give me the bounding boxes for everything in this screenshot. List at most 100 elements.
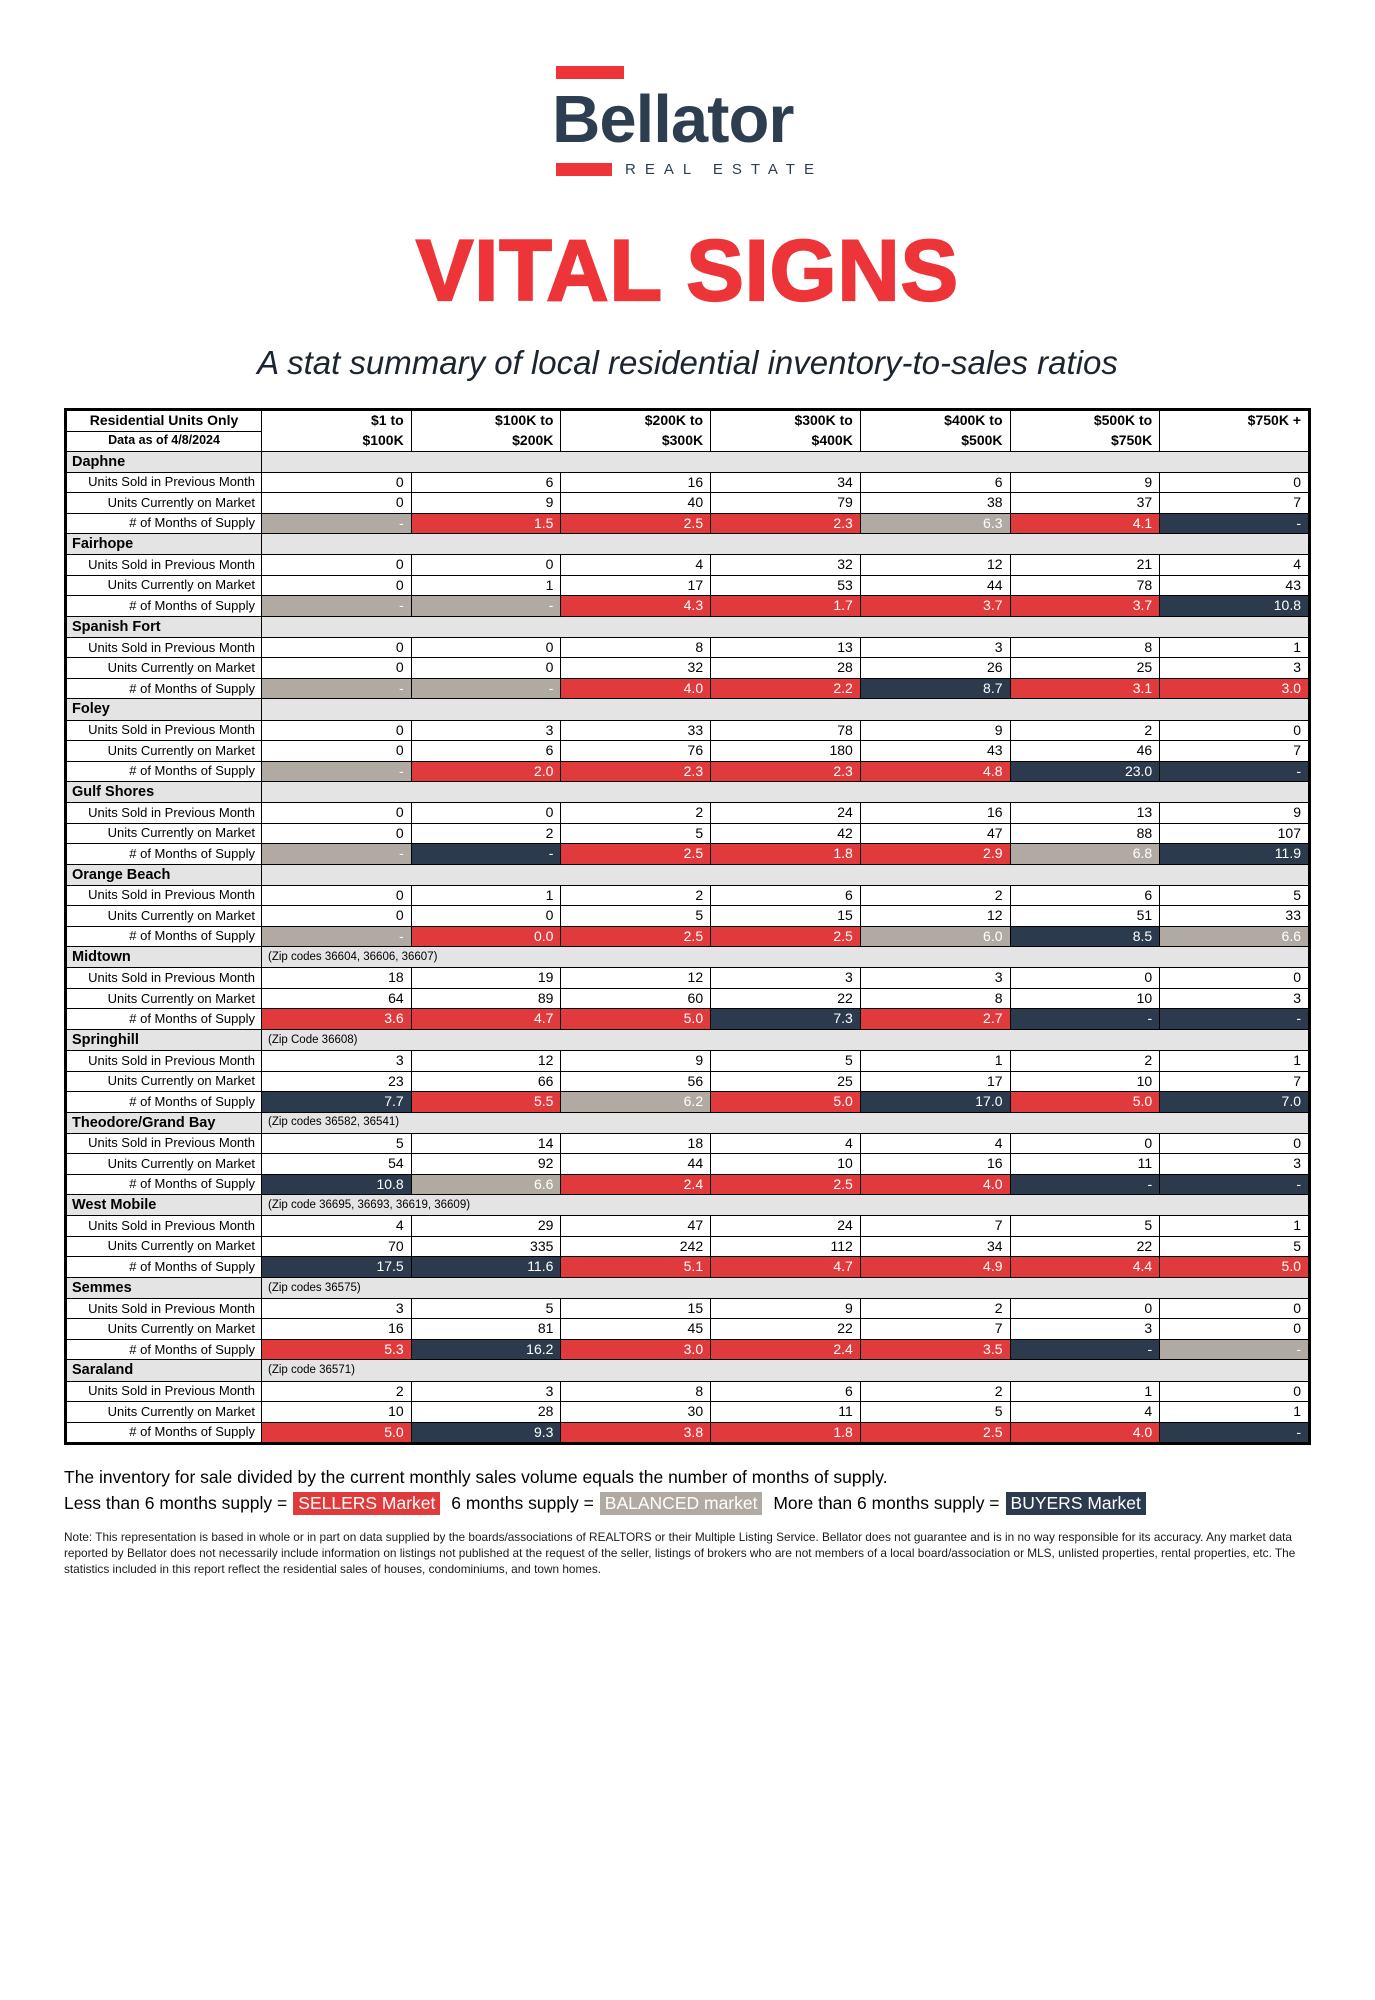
daphne-units-on-market-cell-1: 9 [410, 492, 562, 514]
row-label-units-on-market: Units Currently on Market [65, 740, 262, 762]
fairhope-supply-cell-4: 3.7 [859, 595, 1011, 617]
gulf-shores-units-on-market-cell-6: 107 [1159, 822, 1310, 845]
gulf-shores-units-on-market-cell-5: 88 [1009, 822, 1161, 845]
price-header-1-line1: $100K to [410, 409, 562, 431]
daphne-units-on-market-cell-0: 0 [261, 492, 412, 514]
fairhope-units-on-market-cell-0: 0 [261, 574, 412, 597]
theodore-grand-bay-units-on-market-cell-5: 11 [1009, 1153, 1161, 1175]
orange-beach-supply-cell-3: 2.5 [710, 925, 861, 948]
section-name-midtown: Midtown [65, 946, 262, 969]
price-header-0-line2: $100K [261, 431, 412, 452]
price-header-4-line2: $500K [859, 431, 1011, 452]
midtown-supply-cell-2: 5.0 [560, 1008, 712, 1030]
springhill-supply-cell-5: 5.0 [1009, 1091, 1161, 1113]
section-name-orange-beach: Orange Beach [65, 863, 262, 886]
data-as-of-cell: Data as of 4/8/2024 [65, 430, 262, 452]
section-row-gulf-shores: Gulf Shores [65, 780, 1310, 804]
daphne-units-on-market-row: Units Currently on Market 0 9 40 79 38 37 7 [65, 492, 1310, 514]
daphne-units-on-market-cell-2: 40 [560, 492, 712, 514]
saraland-units-on-market-cell-5: 4 [1009, 1401, 1161, 1423]
bellator-logo: Bellator REAL ESTATE [552, 66, 823, 178]
price-header-3-line2: $400K [710, 431, 861, 452]
spanish-fort-units-on-market-cell-2: 32 [560, 657, 712, 679]
west-mobile-units-on-market-cell-0: 70 [261, 1235, 412, 1258]
gulf-shores-units-sold-cell-6: 9 [1159, 802, 1310, 824]
price-header-6-line1: $750K + [1159, 409, 1310, 431]
west-mobile-supply-cell-6: 5.0 [1159, 1256, 1310, 1278]
orange-beach-units-on-market-cell-1: 0 [410, 905, 562, 927]
west-mobile-units-sold-row: Units Sold in Previous Month 4 29 47 24 7 5 1 [65, 1215, 1310, 1237]
west-mobile-units-sold-cell-4: 7 [859, 1215, 1011, 1237]
saraland-units-on-market-cell-2: 30 [560, 1401, 712, 1423]
west-mobile-supply-cell-1: 11.6 [410, 1256, 562, 1278]
row-label-months-supply: # of Months of Supply [65, 1256, 262, 1278]
gulf-shores-supply-cell-5: 6.8 [1009, 843, 1161, 865]
spanish-fort-units-on-market-row: Units Currently on Market 0 0 32 28 26 25 3 [65, 657, 1310, 679]
midtown-units-on-market-cell-1: 89 [410, 987, 562, 1010]
fairhope-units-on-market-cell-4: 44 [859, 574, 1011, 597]
orange-beach-units-on-market-cell-6: 33 [1159, 905, 1310, 927]
saraland-supply-cell-2: 3.8 [560, 1421, 712, 1444]
theodore-grand-bay-units-sold-cell-2: 18 [560, 1132, 712, 1155]
orange-beach-units-on-market-cell-3: 15 [710, 905, 861, 927]
spanish-fort-supply-cell-0: - [261, 677, 412, 700]
saraland-units-on-market-cell-0: 10 [261, 1401, 412, 1423]
foley-supply-cell-2: 2.3 [560, 760, 712, 782]
semmes-units-on-market-row: Units Currently on Market 16 81 45 22 7 3 0 [65, 1318, 1310, 1340]
spanish-fort-units-sold-cell-3: 13 [710, 636, 861, 659]
row-label-months-supply: # of Months of Supply [65, 512, 262, 535]
midtown-units-on-market-cell-6: 3 [1159, 987, 1310, 1010]
legend: The inventory for sale divided by the cu… [64, 1467, 1311, 1515]
theodore-grand-bay-units-on-market-cell-1: 92 [410, 1153, 562, 1175]
springhill-units-on-market-cell-4: 17 [859, 1070, 1011, 1092]
section-row-west-mobile: West Mobile (Zip code 36695, 36693, 36619… [65, 1194, 1310, 1217]
price-header-0-line1: $1 to [261, 409, 412, 431]
row-label-units-on-market: Units Currently on Market [65, 1153, 262, 1175]
section-zip-spanish-fort [261, 615, 1310, 638]
row-label-units-sold: Units Sold in Previous Month [65, 967, 262, 989]
orange-beach-units-sold-cell-0: 0 [261, 884, 412, 907]
row-label-units-on-market: Units Currently on Market [65, 1235, 262, 1258]
midtown-supply-cell-6: - [1159, 1008, 1310, 1030]
gulf-shores-supply-cell-6: 11.9 [1159, 843, 1310, 865]
orange-beach-supply-cell-2: 2.5 [560, 925, 712, 948]
section-row-daphne: Daphne [65, 450, 1310, 473]
daphne-units-on-market-cell-3: 79 [710, 492, 861, 514]
price-header-3-line1: $300K to [710, 409, 861, 431]
fairhope-units-sold-cell-2: 4 [560, 554, 712, 576]
theodore-grand-bay-units-sold-cell-5: 0 [1009, 1132, 1161, 1155]
daphne-supply-cell-3: 2.3 [710, 512, 861, 535]
west-mobile-units-sold-cell-0: 4 [261, 1215, 412, 1237]
row-label-months-supply: # of Months of Supply [65, 1091, 262, 1113]
legend-description: The inventory for sale divided by the cu… [64, 1467, 888, 1487]
row-label-months-supply: # of Months of Supply [65, 925, 262, 948]
springhill-units-sold-row: Units Sold in Previous Month 3 12 9 5 1 2 1 [65, 1050, 1310, 1072]
daphne-units-on-market-cell-6: 7 [1159, 492, 1310, 514]
fairhope-units-on-market-cell-3: 53 [710, 574, 861, 597]
page-subtitle: A stat summary of local residential inve… [257, 344, 1118, 381]
spanish-fort-supply-row: # of Months of Supply - -4.0 2.2 8.7 3.1 3.0 [65, 677, 1310, 700]
gulf-shores-units-on-market-cell-4: 47 [859, 822, 1011, 845]
section-row-springhill: Springhill (Zip Code 36608) [65, 1028, 1310, 1052]
fairhope-units-on-market-cell-5: 78 [1009, 574, 1161, 597]
theodore-grand-bay-supply-cell-1: 6.6 [410, 1173, 562, 1196]
west-mobile-units-sold-cell-5: 5 [1009, 1215, 1161, 1237]
springhill-units-sold-cell-0: 3 [261, 1050, 412, 1072]
midtown-supply-cell-0: 3.6 [261, 1008, 412, 1030]
gulf-shores-units-sold-cell-4: 16 [859, 802, 1011, 824]
foley-supply-cell-3: 2.3 [710, 760, 861, 782]
legend-key: Less than 6 months supply = SELLERS Marke… [64, 1492, 1311, 1515]
theodore-grand-bay-supply-cell-5: - [1009, 1173, 1161, 1196]
springhill-supply-cell-2: 6.2 [560, 1091, 712, 1113]
fairhope-units-sold-cell-6: 4 [1159, 554, 1310, 576]
west-mobile-units-on-market-cell-4: 34 [859, 1235, 1011, 1258]
spanish-fort-supply-cell-3: 2.2 [710, 677, 861, 700]
springhill-units-sold-cell-1: 12 [410, 1050, 562, 1072]
row-label-units-sold: Units Sold in Previous Month [65, 1050, 262, 1072]
section-zip-gulf-shores [261, 780, 1310, 804]
semmes-units-sold-cell-2: 15 [560, 1297, 712, 1320]
orange-beach-units-on-market-row: Units Currently on Market 0 0 5 15 12 51 33 [65, 905, 1310, 927]
saraland-supply-cell-3: 1.8 [710, 1421, 861, 1444]
saraland-units-sold-cell-0: 2 [261, 1380, 412, 1402]
logo-wordmark: Bellator [552, 82, 794, 157]
